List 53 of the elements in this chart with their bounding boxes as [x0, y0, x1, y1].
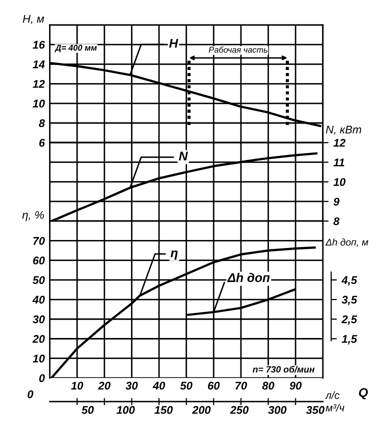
- y-tick-label: 70: [33, 236, 45, 245]
- y-tick-label: 20: [32, 335, 45, 343]
- y-tick-label: 6: [39, 138, 45, 147]
- y-tick-label: 12: [32, 80, 45, 88]
- x-tick-label: 40: [152, 382, 166, 390]
- y-tick-label: 16: [32, 40, 45, 49]
- x2-tick-label: 200: [192, 406, 211, 414]
- annotation: Рабочая часть: [208, 46, 268, 53]
- x-tick-label: 80: [262, 382, 274, 390]
- series-label: η: [170, 250, 178, 260]
- x-tick-label: 20: [98, 382, 110, 390]
- y-tick-label: 11: [333, 158, 344, 166]
- y-tick-label: 30: [32, 315, 45, 324]
- y-tick-label: 10: [333, 178, 346, 186]
- x2-tick-label: 250: [230, 406, 249, 414]
- y2-tick-label: 1,5: [342, 335, 358, 344]
- series-label: N: [178, 152, 188, 160]
- x2-tick-label: 50: [82, 406, 94, 414]
- y-tick-label: 8: [38, 119, 45, 128]
- y-axis-title: η, %: [22, 211, 44, 222]
- x2-tick-label: 100: [116, 406, 135, 414]
- y-tick-label: 40: [32, 296, 45, 304]
- y2-tick-label: 2,5: [341, 315, 358, 325]
- y-tick-label: 9: [334, 198, 340, 206]
- y2-tick-label: 3,5: [342, 296, 358, 306]
- y-tick-label: 60: [33, 256, 45, 264]
- x2-tick-label: 350: [306, 406, 324, 414]
- annotation: n= 730 об/мин: [252, 366, 315, 373]
- y-tick-label: 8: [333, 217, 340, 226]
- x2-axis-title: м³/ч: [326, 404, 344, 412]
- y-tick-label: 14: [32, 60, 45, 68]
- y-axis-title: N, кВт: [326, 126, 362, 135]
- text: Q: [358, 388, 368, 400]
- y2-axis-title: Δh доп, м: [325, 238, 368, 247]
- x-tick-label: 90: [290, 382, 302, 390]
- text: H: [169, 39, 178, 48]
- y2-tick-label: 4,5: [341, 276, 358, 286]
- x-tick-label: 30: [126, 382, 138, 390]
- y-axis-title: H, м: [22, 14, 44, 24]
- x-tick-label: 60: [208, 382, 220, 390]
- y-tick-label: 12: [333, 138, 346, 147]
- x-tick-label: 50: [180, 382, 192, 390]
- y-tick-label: 0: [39, 374, 45, 382]
- y-tick-label: 10: [32, 100, 45, 108]
- y-tick-label: 10: [32, 354, 45, 362]
- x-tick-label: 10: [71, 382, 84, 390]
- x2-tick-label: 300: [268, 406, 287, 414]
- y-tick-label: 50: [32, 276, 45, 284]
- series-label: Δh доп: [227, 272, 270, 282]
- annotation: Д= 400 мм: [54, 44, 97, 52]
- x-tick-label: 70: [236, 382, 248, 390]
- x2-tick-label: 150: [154, 406, 173, 414]
- x-axis-title: л/с: [325, 391, 340, 399]
